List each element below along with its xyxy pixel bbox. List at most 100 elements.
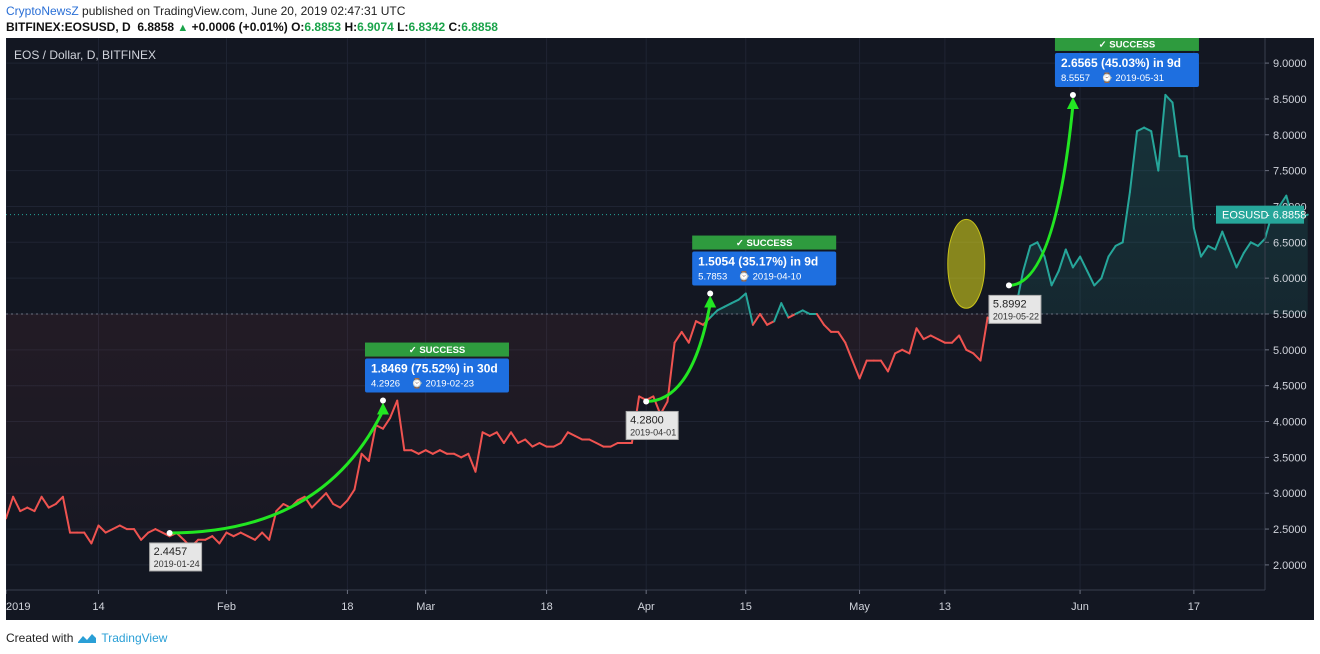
- price-segment: [837, 330, 847, 344]
- price-tick-label: 3.5000: [1273, 452, 1307, 464]
- price-segment: [823, 323, 833, 333]
- price-segment: [467, 452, 477, 473]
- price-segment: [353, 452, 363, 491]
- success-badge: [1054, 36, 1199, 51]
- created-with-label: Created with: [6, 631, 74, 645]
- target-price-text: 8.5557: [1061, 73, 1090, 84]
- start-price-text: 4.2800: [630, 414, 664, 426]
- price-segment: [275, 503, 285, 513]
- publish-line: CryptoNewsZ published on TradingView.com…: [6, 4, 405, 18]
- price-segment: [687, 320, 697, 344]
- high-label: H:: [344, 20, 358, 34]
- price-segment: [915, 327, 925, 341]
- target-price-text: 5.7853: [698, 272, 727, 283]
- price-segment: [1207, 244, 1217, 251]
- target-box: [1054, 52, 1199, 87]
- price-segment: [261, 531, 271, 541]
- price-segment: [111, 524, 121, 531]
- price-segment: [1136, 126, 1146, 133]
- price-segment: [154, 528, 164, 534]
- price-segment: [232, 531, 242, 538]
- price-segment: [666, 341, 676, 403]
- start-date-text: 2019-01-24: [154, 559, 200, 569]
- price-segment: [481, 431, 491, 437]
- start-point: [643, 398, 650, 405]
- price-segment: [531, 442, 541, 448]
- price-segment: [751, 313, 761, 326]
- price-segment: [1228, 248, 1238, 269]
- area-fill-above: [6, 94, 1308, 314]
- price-segment: [1235, 252, 1245, 269]
- price-tick-label: 7.5000: [1273, 166, 1307, 178]
- end-point: [379, 397, 386, 404]
- price-segment: [972, 352, 982, 362]
- price-segment: [374, 424, 384, 430]
- last-price-text: - 6.8858: [1266, 210, 1306, 222]
- price-segment: [83, 531, 93, 545]
- open-value: 6.8853: [304, 20, 342, 34]
- start-date-text: 2019-05-22: [993, 311, 1039, 321]
- price-segment: [588, 438, 598, 444]
- price-segment: [595, 442, 605, 448]
- success-badge: [692, 235, 837, 250]
- price-segment: [766, 320, 776, 326]
- author-link[interactable]: CryptoNewsZ: [6, 4, 79, 18]
- price-segment: [12, 495, 22, 513]
- price-segment: [552, 442, 562, 448]
- price-segment: [538, 442, 548, 448]
- time-tick-label: 2019: [6, 601, 30, 613]
- price-segment: [389, 399, 399, 419]
- price-segment: [296, 495, 306, 502]
- price-segment: [559, 431, 569, 444]
- price-segment: [19, 506, 29, 513]
- time-tick-label: 13: [939, 601, 951, 613]
- price-segment: [723, 302, 733, 308]
- price-segment: [254, 531, 264, 541]
- price-segment: [239, 531, 249, 538]
- price-segment: [780, 302, 790, 319]
- price-segment: [5, 495, 15, 520]
- price-segment: [673, 330, 683, 344]
- price-segment: [40, 495, 50, 509]
- price-segment: [1185, 155, 1195, 229]
- chart-panel[interactable]: 2.4457 2019-01-24 ✓ SUCCESS 1.8469 (75.52%)…: [5, 36, 1314, 620]
- price-segment: [54, 495, 64, 505]
- price-segment: [246, 535, 256, 541]
- start-price-text: 2.4457: [154, 546, 188, 558]
- trend-arrow: [646, 303, 712, 403]
- price-segment: [424, 449, 434, 455]
- time-tick-label: 14: [92, 601, 104, 613]
- price-segment: [346, 488, 356, 502]
- price-segment: [310, 499, 320, 509]
- price-segment: [1221, 230, 1231, 251]
- target-box: [364, 358, 509, 393]
- price-segment: [431, 449, 441, 455]
- price-segment: [979, 316, 989, 362]
- price-segment: [118, 524, 128, 531]
- symbol-price-box: [1216, 205, 1304, 224]
- price-segment: [453, 452, 463, 459]
- open-label: O:: [291, 20, 305, 34]
- price-segment: [1249, 241, 1259, 247]
- change-value: +0.0006 (+0.01%): [191, 20, 288, 34]
- price-segment: [1057, 248, 1067, 272]
- tradingview-link[interactable]: TradingView: [101, 631, 168, 645]
- price-segment: [922, 334, 932, 341]
- price-segment: [1256, 237, 1266, 247]
- price-segment: [1022, 244, 1032, 272]
- price-segment: [26, 506, 36, 513]
- time-tick-label: Feb: [217, 601, 236, 613]
- price-segment: [759, 313, 769, 326]
- price-segment: [1100, 255, 1110, 280]
- price-segment: [901, 348, 911, 355]
- price-segment: [1121, 191, 1131, 244]
- price-segment: [1200, 244, 1210, 258]
- publish-info: published on TradingView.com, June 20, 2…: [82, 4, 406, 18]
- change-text: 1.5054 (35.17%) in 9d: [698, 255, 818, 269]
- price-tick-label: 9.0000: [1273, 58, 1307, 70]
- price-segment: [517, 438, 527, 444]
